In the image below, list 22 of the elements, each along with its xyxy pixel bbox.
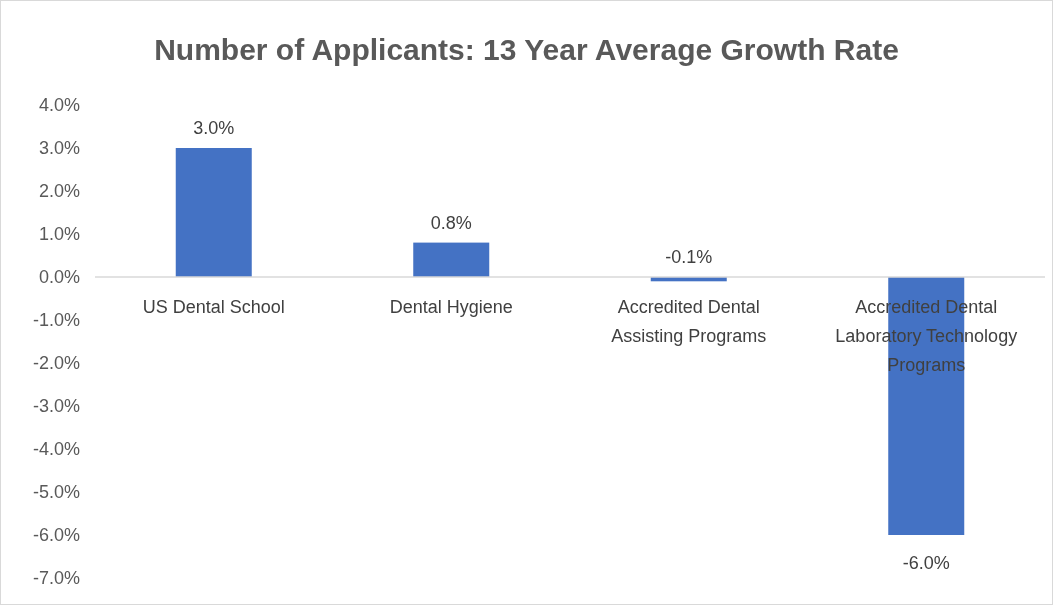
bar (175, 148, 252, 277)
y-tick-label: -4.0% (32, 439, 80, 460)
y-tick-label: 1.0% (38, 224, 80, 245)
y-tick-label: -7.0% (32, 568, 80, 589)
x-tick-label: Accredited Dental Assisting Programs (611, 297, 767, 346)
x-tick-label: Dental Hygiene (389, 297, 513, 317)
y-tick-label: -6.0% (32, 525, 80, 546)
y-tick-label: 4.0% (38, 95, 80, 116)
data-label: 0.8% (430, 212, 472, 233)
y-tick-label: 0.0% (38, 267, 80, 288)
y-tick-label: 2.0% (38, 181, 80, 202)
y-tick-label: -2.0% (32, 353, 80, 374)
data-label: -0.1% (665, 247, 713, 267)
data-label: 3.0% (193, 118, 235, 138)
x-tick-label: US Dental School (142, 297, 285, 317)
y-tick-label: -5.0% (32, 482, 80, 503)
bar (413, 242, 490, 277)
y-tick-label: -1.0% (32, 310, 80, 331)
chart-title: Number of Applicants: 13 Year Average Growth Rate (154, 33, 899, 66)
data-label: -6.0% (902, 553, 950, 573)
y-tick-label: 3.0% (38, 138, 80, 159)
y-tick-label: -3.0% (32, 396, 80, 417)
